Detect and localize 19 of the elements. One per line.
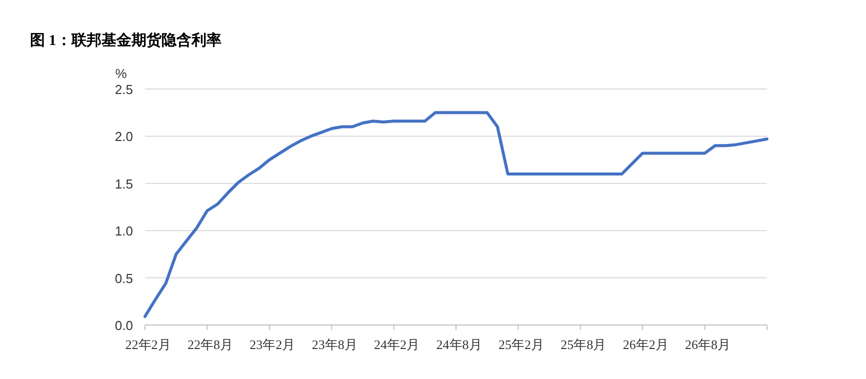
x-tick-label: 26年8月 bbox=[685, 337, 731, 352]
y-tick-label: 1.5 bbox=[114, 176, 133, 192]
x-tick-label: 26年2月 bbox=[622, 337, 668, 352]
line-series bbox=[144, 111, 768, 318]
chart-title: 图 1：联邦基金期货隐含利率 bbox=[30, 31, 222, 49]
y-axis-title: % bbox=[115, 66, 128, 81]
x-tick-label: 24年8月 bbox=[436, 337, 482, 352]
x-tick-label: 23年8月 bbox=[312, 337, 358, 352]
x-tick-label: 25年2月 bbox=[498, 337, 544, 352]
y-tick-label: 1.0 bbox=[114, 224, 133, 239]
x-tick-label: 25年8月 bbox=[560, 337, 606, 352]
y-tick-label: 2.5 bbox=[114, 82, 133, 97]
y-tick-label: 0.0 bbox=[114, 318, 133, 333]
x-tick-label: 23年2月 bbox=[250, 337, 296, 352]
y-tick-label: 2.0 bbox=[114, 129, 133, 144]
x-tick-label: 22年2月 bbox=[125, 337, 171, 352]
y-tick-label: 0.5 bbox=[114, 270, 133, 286]
x-tick-label: 24年2月 bbox=[374, 337, 420, 352]
x-tick-label: 22年8月 bbox=[187, 337, 233, 352]
